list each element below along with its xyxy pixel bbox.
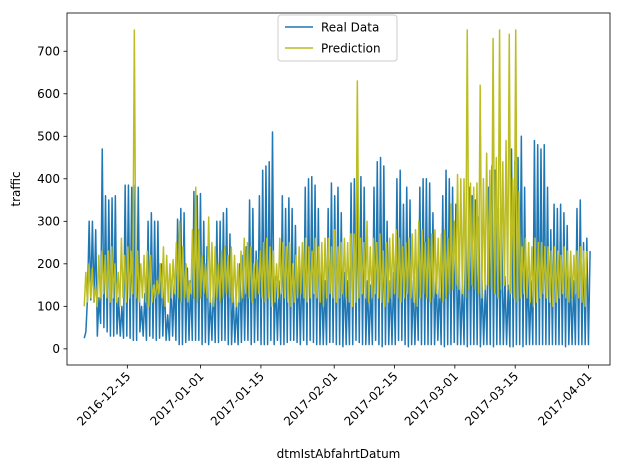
x-axis-label: dtmIstAbfahrtDatum — [277, 447, 401, 461]
x-tick-label: 2017-01-15 — [208, 369, 267, 428]
y-tick-label: 0 — [52, 342, 60, 356]
y-tick-label: 200 — [37, 257, 60, 271]
y-tick-label: 300 — [37, 215, 60, 229]
plot-area-frame — [66, 12, 611, 366]
y-tick-label: 600 — [37, 87, 60, 101]
series-line-prediction — [83, 29, 588, 308]
y-tick-label: 400 — [37, 172, 60, 186]
x-tick-label: 2017-03-01 — [402, 369, 461, 428]
y-axis-label: traffic — [9, 171, 23, 206]
legend: Real Data Prediction — [277, 14, 398, 62]
legend-label-real-data: Real Data — [321, 20, 379, 34]
series-layer — [83, 29, 591, 348]
x-tick-label: 2017-04-01 — [535, 369, 594, 428]
y-tick-label: 500 — [37, 130, 60, 144]
y-axis: 0 100 200 300 400 500 600 700 — [37, 45, 67, 356]
y-tick-label: 100 — [37, 300, 60, 314]
x-tick-label: 2017-02-15 — [341, 369, 400, 428]
legend-label-prediction: Prediction — [321, 41, 381, 55]
x-tick-label: 2017-01-01 — [147, 369, 206, 428]
x-axis: 2016-12-15 2017-01-01 2017-01-15 2017-02-01… — [74, 365, 595, 428]
x-tick-label: 2017-03-15 — [462, 369, 521, 428]
y-tick-label: 700 — [37, 45, 60, 59]
x-tick-label: 2016-12-15 — [74, 369, 133, 428]
x-tick-label: 2017-02-01 — [281, 369, 340, 428]
